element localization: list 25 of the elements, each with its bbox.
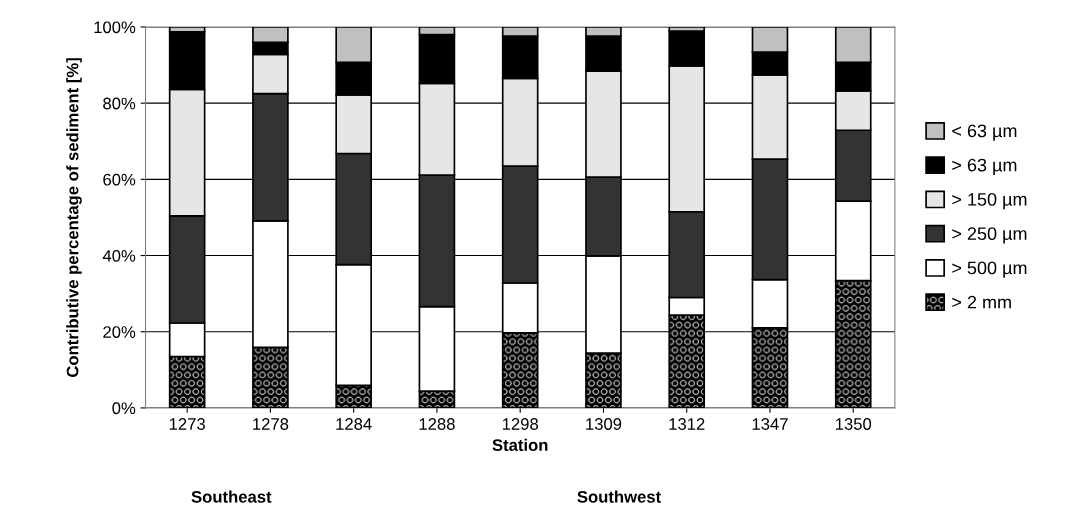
x-tick-label: 1298: [502, 418, 539, 430]
y-tick-label: 80%: [103, 97, 136, 110]
x-tick-label: 1288: [419, 418, 455, 430]
x-tick-label: 1278: [253, 418, 289, 430]
legend-label: > 500 µm: [952, 261, 1027, 278]
legend-label: > 250 µm: [952, 227, 1027, 244]
x-tick-label: 1312: [669, 418, 705, 430]
legend-label: > 150 µm: [952, 192, 1027, 210]
y-tick-label: 0%: [112, 402, 136, 415]
x-tick-label: 1350: [835, 418, 872, 430]
text: Southeast: [191, 490, 272, 503]
legend-label: < 63 µm: [952, 124, 1017, 141]
x-tick-label: 1284: [336, 418, 372, 430]
y-tick-label: 40%: [102, 249, 136, 262]
x-axis-title: Station: [492, 438, 548, 451]
x-tick-label: 1347: [752, 418, 788, 430]
y-axis-title: Contributive percentage of sediment [%]: [66, 58, 82, 377]
x-tick-label: 1273: [169, 418, 205, 430]
y-tick-label: 100%: [94, 21, 136, 34]
x-tick-label: 1309: [586, 418, 622, 430]
text: Southwest: [577, 490, 661, 503]
legend-label: > 2 mm: [952, 295, 1011, 309]
y-tick-label: 20%: [103, 326, 136, 338]
y-tick-label: 60%: [103, 173, 136, 186]
legend-label: > 63 µm: [952, 158, 1017, 176]
